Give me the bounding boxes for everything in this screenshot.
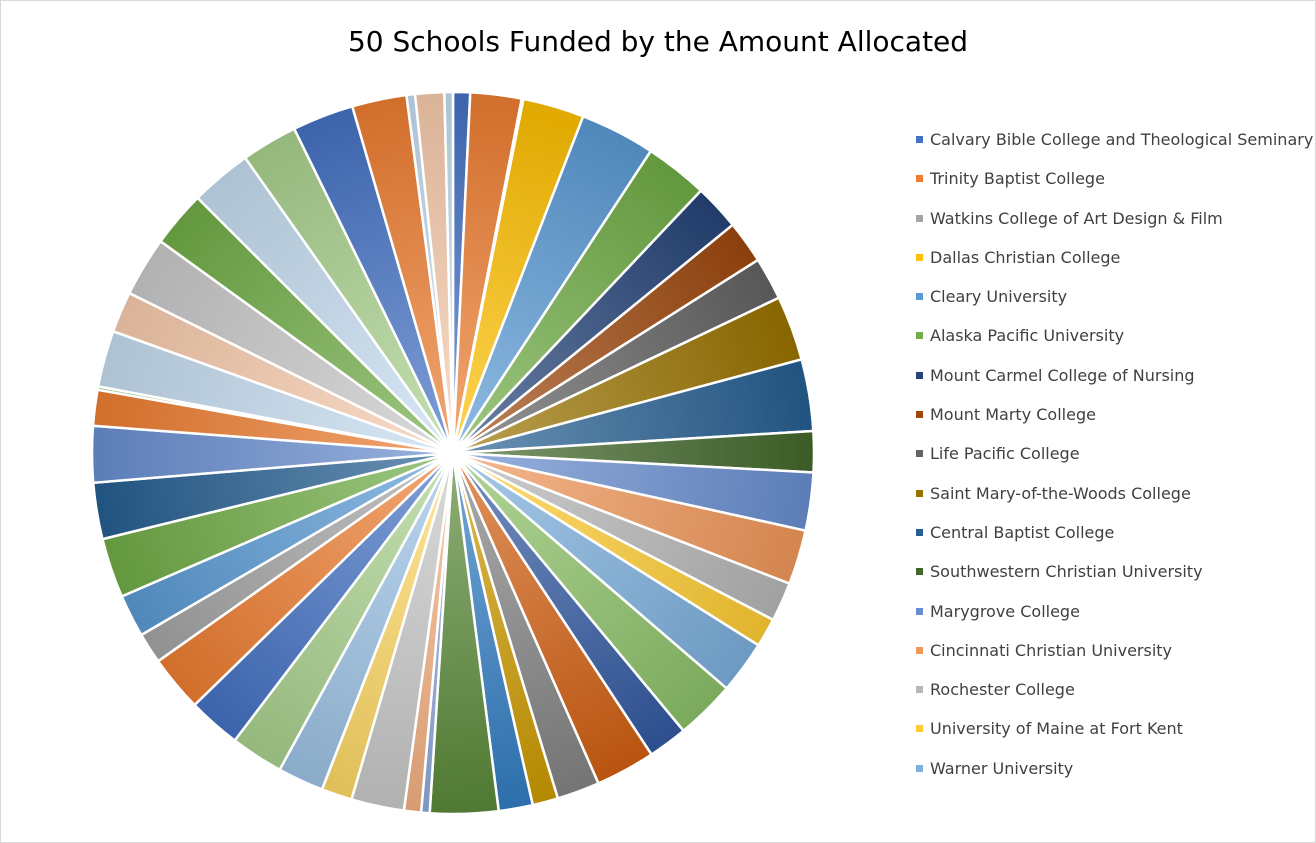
pie-slices <box>90 90 816 816</box>
legend-label: Mount Carmel College of Nursing <box>930 365 1195 385</box>
legend-swatch <box>916 332 923 340</box>
legend-label: Rochester College <box>930 680 1075 700</box>
legend-swatch <box>916 253 923 261</box>
legend-label: Cincinnati Christian University <box>930 640 1173 660</box>
legend-item: Calvary Bible College and Theological Se… <box>916 130 1314 169</box>
legend-swatch <box>916 450 923 458</box>
legend-label: Saint Mary-of-the-Woods College <box>930 483 1191 503</box>
legend-label: Cleary University <box>930 287 1068 307</box>
legend-swatch <box>916 175 923 183</box>
legend-item: Watkins College of Art Design & Film <box>916 209 1311 248</box>
legend-label: Central Baptist College <box>930 522 1115 542</box>
legend-label: Calvary Bible College and Theological Se… <box>930 130 1314 149</box>
legend-swatch <box>916 489 923 497</box>
legend-swatch <box>916 568 923 576</box>
legend-item: University of Maine at Fort Kent <box>916 719 1311 758</box>
legend-item: Mount Marty College <box>916 405 1311 444</box>
legend-label: Dallas Christian College <box>930 247 1121 267</box>
legend-item: Cleary University <box>916 287 1311 326</box>
legend-swatch <box>916 293 923 301</box>
legend-swatch <box>916 607 923 615</box>
legend: Calvary Bible College and Theological Se… <box>916 130 1314 798</box>
chart-title: 50 Schools Funded by the Amount Allocate… <box>347 25 969 58</box>
legend-label: Watkins College of Art Design & Film <box>930 208 1223 228</box>
legend-swatch <box>916 528 923 536</box>
legend-label: Marygrove College <box>930 601 1080 621</box>
legend-item: Cincinnati Christian University <box>916 641 1311 680</box>
pie-slice-50 <box>443 90 455 455</box>
legend-item: Life Pacific College <box>916 444 1311 483</box>
legend-item: Southwestern Christian University <box>916 562 1311 601</box>
legend-item: Marygrove College <box>916 602 1311 641</box>
legend-item: Central Baptist College <box>916 523 1311 562</box>
legend-item: Saint Mary-of-the-Woods College <box>916 484 1311 523</box>
legend-label: Warner University <box>930 758 1074 778</box>
legend-item: Warner University <box>916 759 1311 798</box>
legend-swatch <box>916 214 923 222</box>
legend-label: Mount Marty College <box>930 405 1096 425</box>
legend-swatch <box>916 136 923 143</box>
legend-swatch <box>916 411 923 419</box>
legend-label: Trinity Baptist College <box>930 169 1105 189</box>
legend-label: University of Maine at Fort Kent <box>930 719 1183 739</box>
legend-swatch <box>916 646 923 654</box>
legend-label: Alaska Pacific University <box>930 326 1125 346</box>
legend-label: Life Pacific College <box>930 444 1080 464</box>
legend-item: Dallas Christian College <box>916 248 1311 287</box>
legend-item: Rochester College <box>916 680 1311 719</box>
legend-item: Mount Carmel College of Nursing <box>916 366 1311 405</box>
legend-swatch <box>916 371 923 379</box>
legend-item: Alaska Pacific University <box>916 326 1311 365</box>
legend-swatch <box>916 764 923 772</box>
legend-label: Southwestern Christian University <box>930 562 1203 582</box>
legend-swatch <box>916 725 923 733</box>
legend-item: Trinity Baptist College <box>916 169 1311 208</box>
legend-swatch <box>916 686 923 694</box>
